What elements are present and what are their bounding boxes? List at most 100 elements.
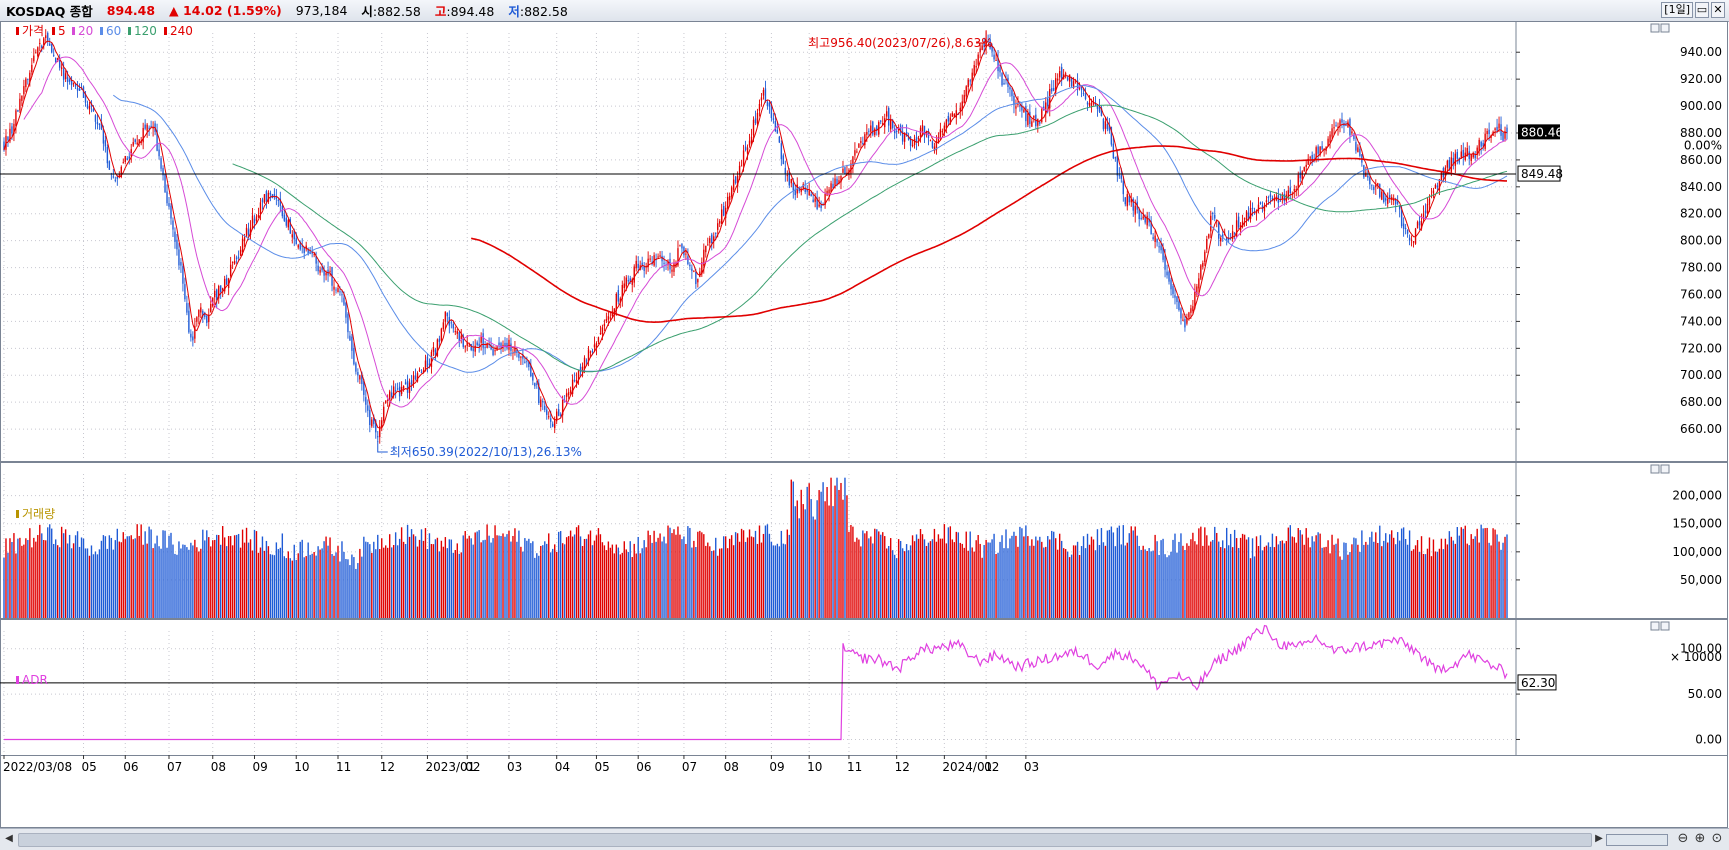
candle-body xyxy=(1164,255,1166,270)
candle-body xyxy=(1237,216,1240,228)
candle-body xyxy=(784,167,787,174)
zoom-in-icon[interactable]: ⊕ xyxy=(1694,831,1706,846)
candle-body xyxy=(402,386,405,389)
candle-body xyxy=(1150,221,1152,235)
scroll-track[interactable] xyxy=(18,833,1592,847)
candle-body xyxy=(1426,203,1429,214)
horizontal-scrollbar[interactable]: ◀ ▶ ⊖ ⊕ ⊙ xyxy=(0,828,1729,850)
volume-bar xyxy=(51,528,53,618)
candle-body xyxy=(1392,198,1395,201)
volume-bar xyxy=(1396,532,1399,618)
volume-bar xyxy=(1231,547,1234,618)
candle-body xyxy=(510,343,512,351)
volume-bar xyxy=(172,544,174,618)
volume-bar xyxy=(812,516,814,618)
candle-body xyxy=(1269,194,1272,197)
scroll-right-icon[interactable]: ▶ xyxy=(1595,833,1603,844)
volume-bar xyxy=(307,542,309,618)
volume-bar xyxy=(404,543,407,618)
volume-bar xyxy=(913,541,916,618)
candle-body xyxy=(1329,134,1331,143)
scroll-thumb[interactable] xyxy=(1606,834,1668,846)
candle-body xyxy=(1096,104,1099,109)
volume-bar xyxy=(1259,535,1262,618)
candle-body xyxy=(315,256,317,264)
candle-body xyxy=(1017,104,1019,106)
candle-body xyxy=(484,347,486,349)
volume-bar xyxy=(54,539,57,618)
volume-bar xyxy=(120,542,122,618)
volume-bar xyxy=(973,551,975,618)
volume-bar xyxy=(15,553,17,618)
volume-bar xyxy=(1379,525,1381,618)
candle-body xyxy=(961,101,963,111)
x-tick-label: 08 xyxy=(211,760,226,774)
period-button[interactable]: [1일] xyxy=(1661,2,1693,18)
candle-body xyxy=(88,106,91,110)
volume-bar xyxy=(653,530,655,618)
zoom-out-icon[interactable]: ⊖ xyxy=(1677,831,1689,846)
candle-body xyxy=(945,119,948,128)
restore-icon[interactable]: ▭ xyxy=(1695,2,1709,18)
volume-bar xyxy=(1033,545,1035,618)
candle-body xyxy=(1440,171,1443,181)
chart-title-bar: KOSDAQ 종합 894.48 ▲ 14.02 (1.59%) 973,184… xyxy=(0,0,1729,22)
candle-body xyxy=(45,35,47,39)
candle-body xyxy=(1160,245,1162,251)
volume-bar xyxy=(1325,546,1327,618)
candle-body xyxy=(86,104,89,109)
candle-body xyxy=(514,348,516,354)
volume-bar xyxy=(1096,529,1099,618)
candle-body xyxy=(243,237,246,242)
candle-body xyxy=(1152,237,1154,239)
volume-bar xyxy=(661,541,663,618)
volume-bar xyxy=(394,532,397,618)
candle-body xyxy=(1383,191,1385,202)
volume-bar xyxy=(1371,531,1373,618)
candle-body xyxy=(1053,87,1055,91)
candle-body xyxy=(760,97,763,101)
candle-body xyxy=(532,372,534,381)
volume-bar xyxy=(808,483,810,618)
volume-bar xyxy=(1128,533,1130,618)
candle-body xyxy=(1124,197,1126,205)
volume-bar xyxy=(514,528,516,618)
candle-body xyxy=(776,129,779,134)
volume-bar xyxy=(472,544,474,618)
volume-bar xyxy=(1120,544,1123,618)
zoom-reset-icon[interactable]: ⊙ xyxy=(1711,831,1723,846)
volume-bar xyxy=(396,545,399,618)
candle-body xyxy=(1412,241,1415,243)
volume-bar xyxy=(687,526,689,618)
volume-bar xyxy=(387,547,389,618)
volume-bar xyxy=(697,531,699,618)
stock-chart[interactable]: 660.00680.00700.00720.00740.00760.00780.… xyxy=(0,21,1729,828)
candle-body xyxy=(178,249,180,266)
candle-body xyxy=(768,102,771,107)
close-icon[interactable]: ✕ xyxy=(1711,2,1725,18)
volume-bar xyxy=(319,549,321,618)
candle-body xyxy=(826,190,828,196)
high-number: :894.48 xyxy=(446,4,495,19)
candle-body xyxy=(524,361,526,363)
candle-body xyxy=(534,382,536,387)
volume-bar xyxy=(35,541,37,618)
candle-body xyxy=(1394,199,1397,205)
candle-body xyxy=(432,347,435,352)
volume-bar xyxy=(231,545,234,618)
volume-tick-label: 200,000 xyxy=(1672,489,1722,503)
scroll-left-icon[interactable]: ◀ xyxy=(5,833,13,844)
candle-body xyxy=(297,245,299,248)
volume-bar xyxy=(1235,538,1238,618)
candle-body xyxy=(744,146,747,151)
candle-body xyxy=(1134,205,1136,215)
volume-bar xyxy=(794,506,796,618)
volume-bar xyxy=(1456,527,1458,618)
candle-body xyxy=(90,103,93,107)
candle-body xyxy=(249,227,252,236)
candle-body xyxy=(577,370,580,380)
candle-body xyxy=(1029,111,1031,124)
candle-body xyxy=(820,205,822,209)
candle-body xyxy=(703,249,705,266)
candle-body xyxy=(854,150,856,156)
